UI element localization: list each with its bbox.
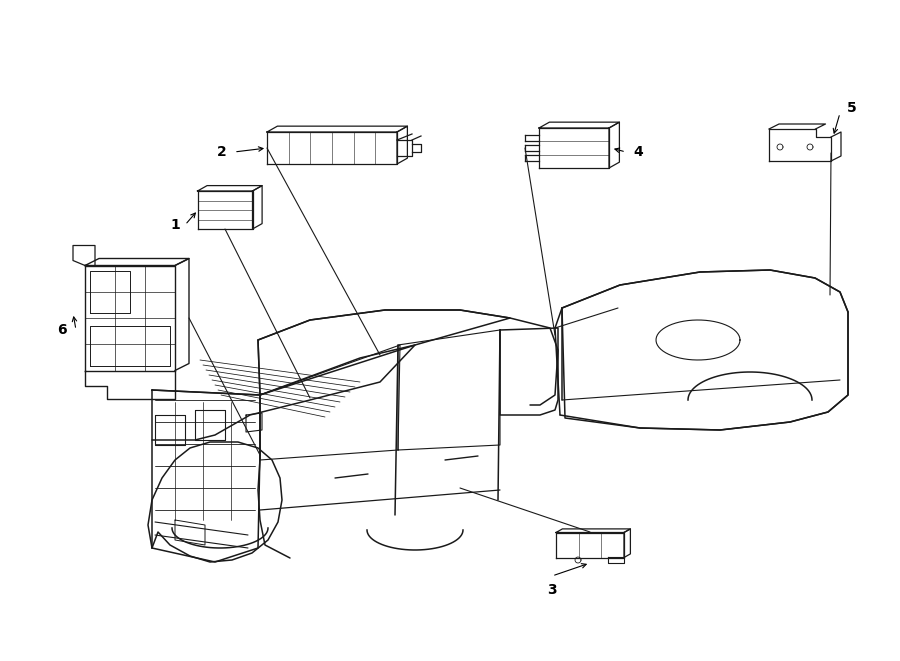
Text: 3: 3: [547, 583, 557, 597]
Text: 2: 2: [217, 145, 227, 159]
Text: 6: 6: [58, 323, 67, 337]
Text: 1: 1: [170, 218, 180, 232]
Text: 5: 5: [847, 101, 857, 115]
Text: 4: 4: [633, 145, 643, 159]
